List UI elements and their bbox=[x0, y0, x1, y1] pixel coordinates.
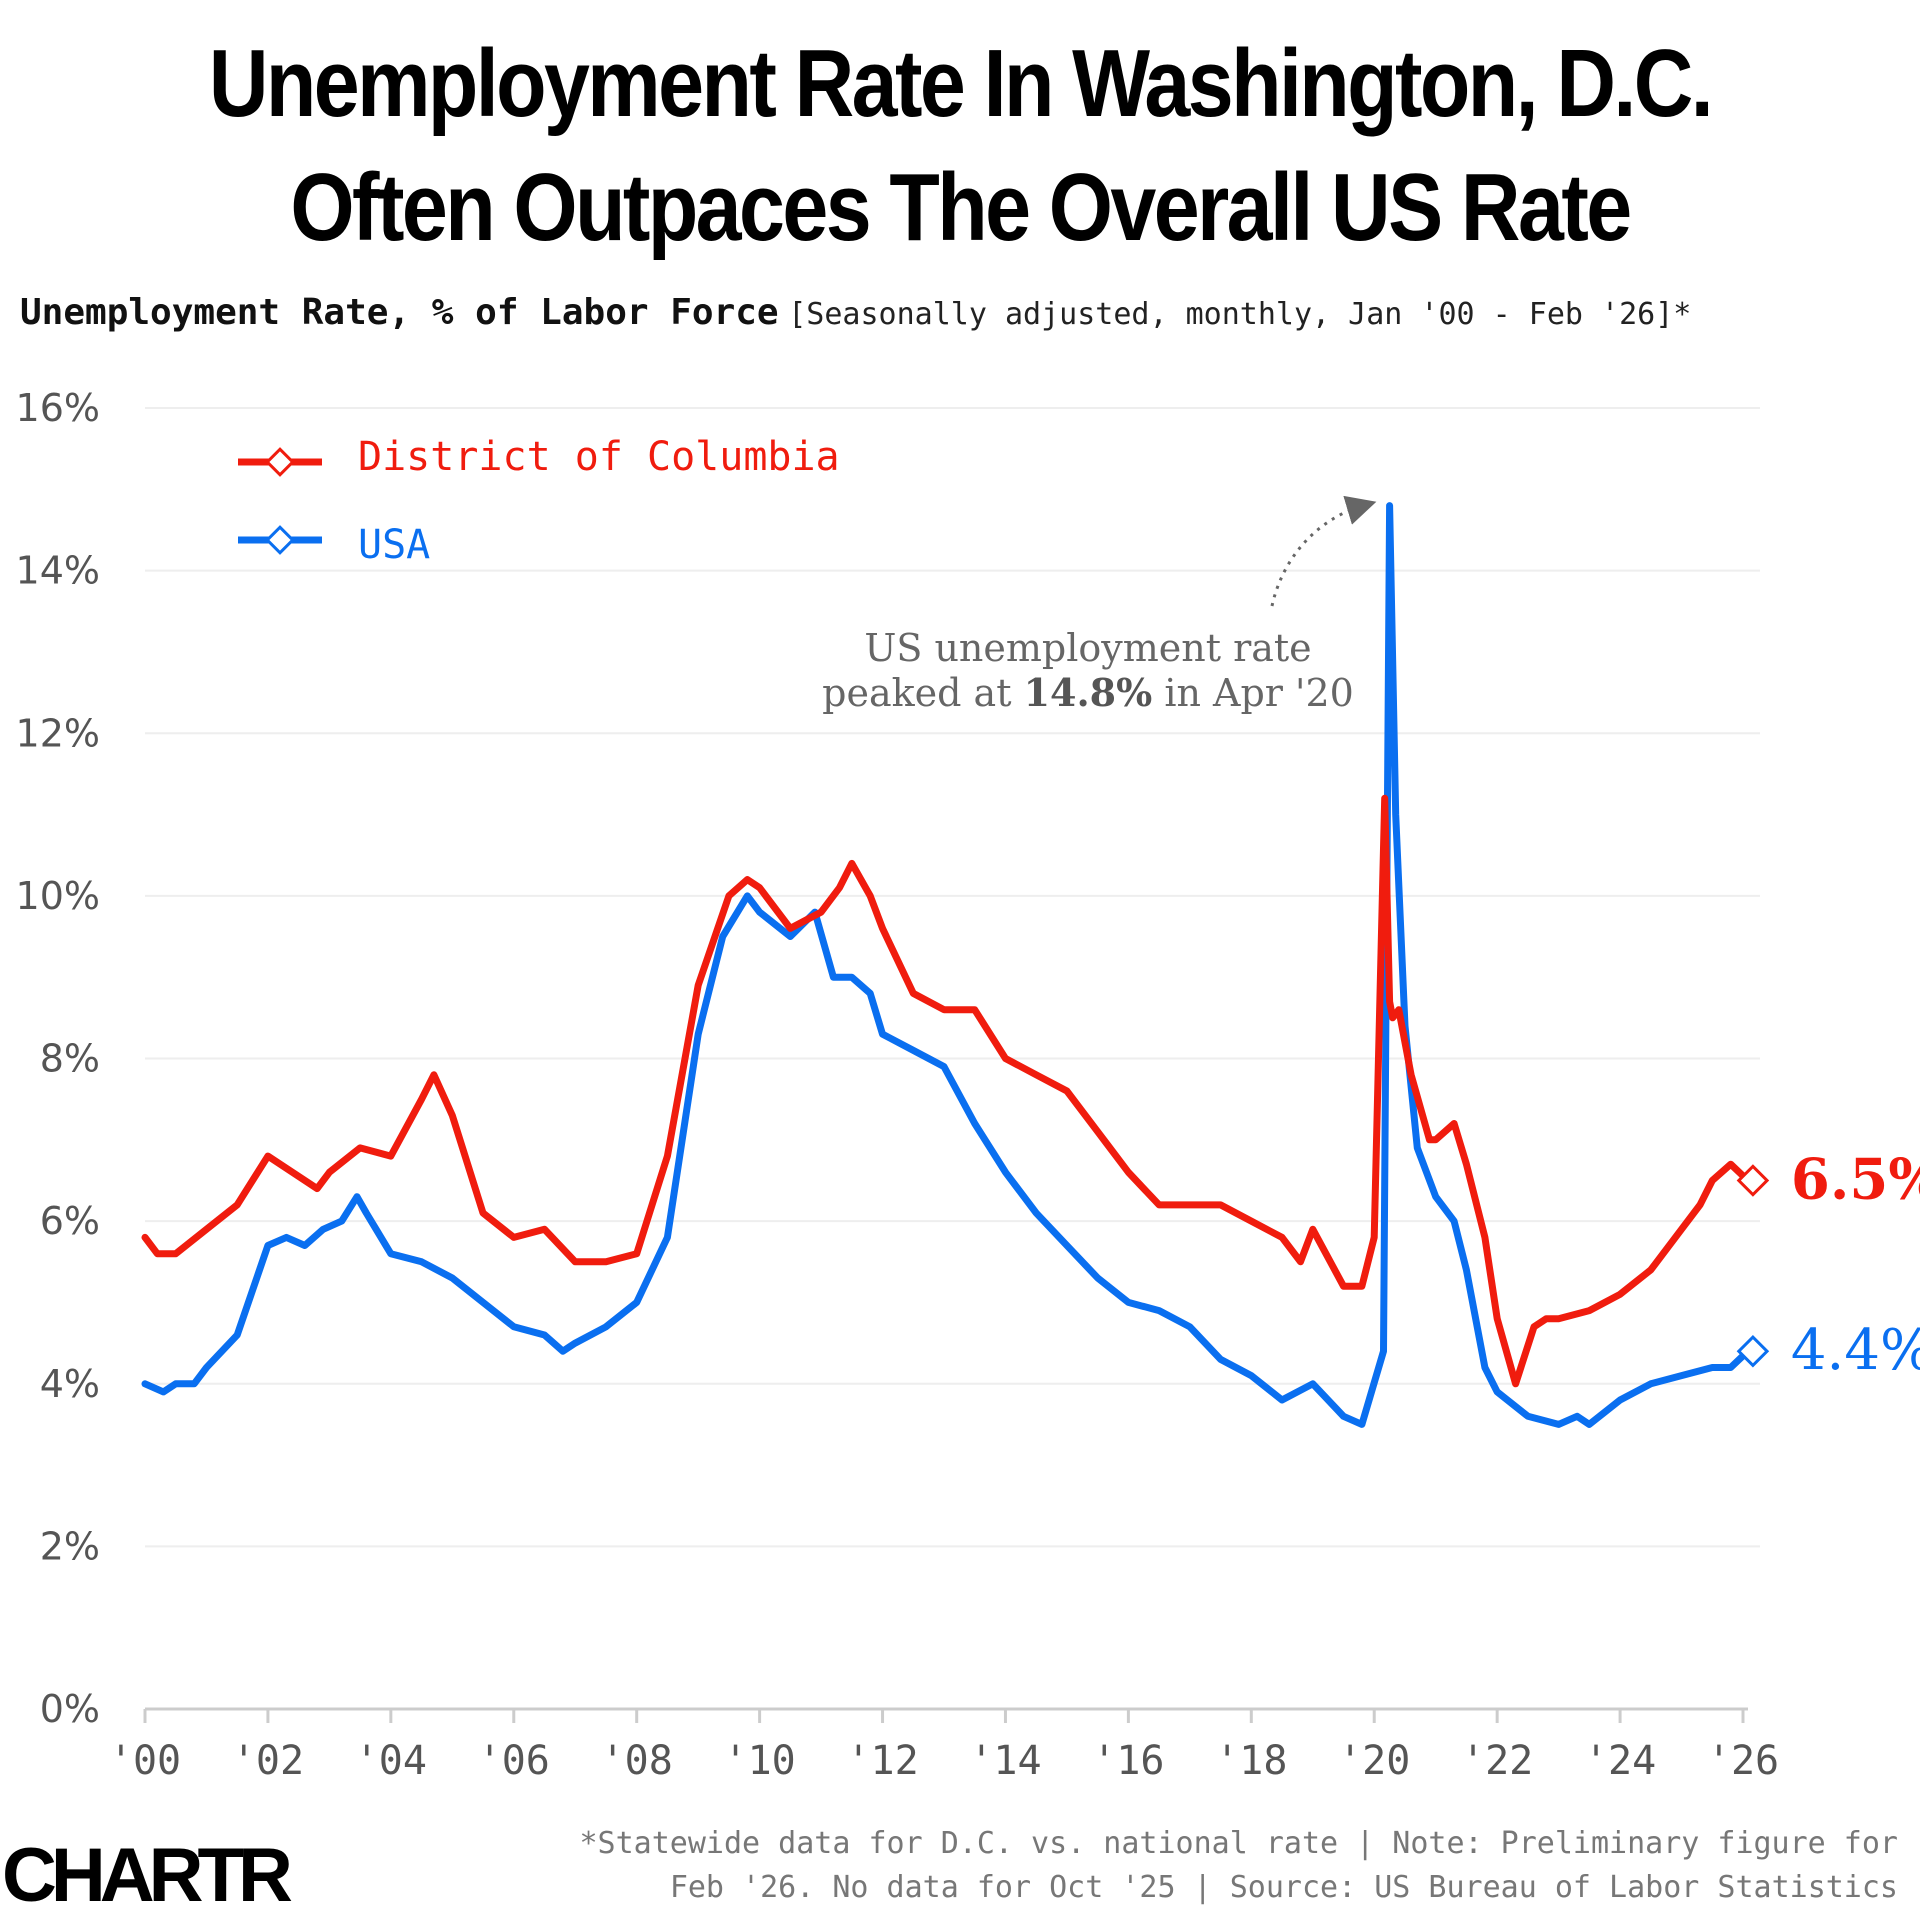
x-tick-label: '00 bbox=[109, 1738, 181, 1784]
legend: District of Columbia USA bbox=[238, 434, 840, 568]
y-tick-label: 0% bbox=[40, 1687, 100, 1731]
dc-end-label: 6.5% bbox=[1791, 1146, 1920, 1212]
annotation-line-1: US unemployment rate bbox=[864, 626, 1311, 670]
x-tick-label: '26 bbox=[1707, 1738, 1779, 1784]
chart-subtitle: Unemployment Rate, % of Labor Force [Sea… bbox=[20, 292, 1691, 333]
y-tick-label: 10% bbox=[16, 874, 100, 918]
y-tick-label: 4% bbox=[40, 1362, 100, 1406]
y-tick-label: 14% bbox=[16, 549, 100, 593]
title-line-2: Often Outpaces The Overall US Rate bbox=[290, 154, 1632, 261]
x-tick-label: '16 bbox=[1092, 1738, 1164, 1784]
chartr-logo: CHARTR bbox=[2, 1833, 293, 1918]
x-axis: '00 '02 '04 '06 '08 '10 '12 '14 '16 '18 '20 '22 '24 '… bbox=[109, 1707, 1779, 1784]
x-tick-label: '12 bbox=[846, 1738, 918, 1784]
x-tick-label: '08 bbox=[601, 1738, 673, 1784]
usa-line bbox=[141, 502, 1752, 1428]
y-tick-label: 12% bbox=[16, 711, 100, 755]
usa-end-marker bbox=[1736, 1334, 1770, 1368]
title-line-1: Unemployment Rate In Washington, D.C. bbox=[208, 30, 1714, 137]
subtitle-note: [Seasonally adjusted, monthly, Jan '00 -… bbox=[788, 297, 1692, 332]
annotation-arrow bbox=[1270, 495, 1377, 607]
y-tick-label: 8% bbox=[40, 1037, 100, 1081]
dc-end-marker bbox=[1736, 1164, 1770, 1197]
annotation-line-2: peaked at 14.8% in Apr '20 bbox=[822, 670, 1354, 715]
peak-annotation: US unemployment rate peaked at 14.8% in … bbox=[822, 495, 1377, 715]
footnote-line-2: Feb '26. No data for Oct '25 | Source: U… bbox=[669, 1870, 1898, 1905]
footnote: *Statewide data for D.C. vs. national ra… bbox=[580, 1822, 1899, 1910]
y-tick-label: 6% bbox=[40, 1199, 100, 1243]
y-axis-tick-labels: 0% 2% 4% 6% 8% 10% 12% 14% 16% bbox=[16, 386, 100, 1731]
x-tick-label: '20 bbox=[1338, 1738, 1410, 1784]
x-tick-label: '22 bbox=[1461, 1738, 1533, 1784]
dc-line bbox=[141, 794, 1752, 1388]
legend-usa-marker bbox=[265, 525, 295, 555]
end-labels: 6.5% 4.4% bbox=[1736, 1146, 1920, 1383]
chart-title: Unemployment Rate In Washington, D.C. Of… bbox=[134, 22, 1785, 270]
y-tick-label: 2% bbox=[40, 1524, 100, 1568]
x-tick-label: '14 bbox=[969, 1738, 1041, 1784]
x-tick-label: '06 bbox=[478, 1738, 550, 1784]
legend-usa-label: USA bbox=[358, 522, 430, 568]
x-tick-label: '24 bbox=[1584, 1738, 1656, 1784]
x-tick-label: '10 bbox=[723, 1738, 795, 1784]
x-tick-label: '04 bbox=[355, 1738, 427, 1784]
footnote-line-1: *Statewide data for D.C. vs. national ra… bbox=[579, 1826, 1899, 1861]
legend-dc-marker bbox=[265, 447, 295, 477]
y-tick-label: 16% bbox=[16, 386, 100, 430]
legend-dc-label: District of Columbia bbox=[358, 434, 840, 480]
x-tick-label: '18 bbox=[1215, 1738, 1287, 1784]
x-tick-label: '02 bbox=[232, 1738, 304, 1784]
usa-end-label: 4.4% bbox=[1791, 1318, 1920, 1383]
series-lines bbox=[141, 502, 1752, 1428]
subtitle-main: Unemployment Rate, % of Labor Force bbox=[20, 292, 779, 333]
